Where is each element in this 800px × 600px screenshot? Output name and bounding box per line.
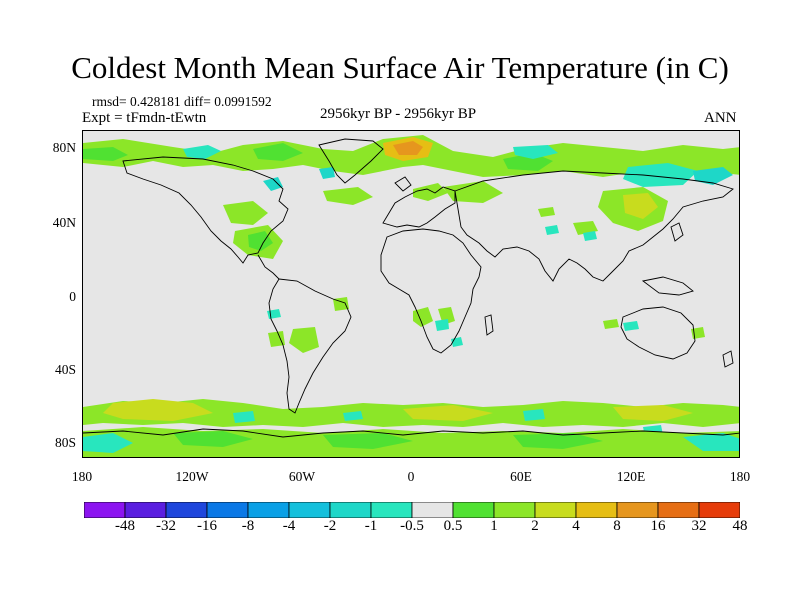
colorbar-swatch xyxy=(206,502,249,518)
world-map xyxy=(83,135,739,457)
colorbar-swatch xyxy=(370,502,413,518)
season-label: ANN xyxy=(704,110,737,126)
colorbar-label: 16 xyxy=(650,518,666,534)
anomaly-shading xyxy=(83,135,739,457)
colorbar-swatch xyxy=(698,502,740,518)
plot-title: Coldest Month Mean Surface Air Temperatu… xyxy=(71,50,729,85)
colorbar-swatch xyxy=(575,502,618,518)
colorbar-swatch xyxy=(124,502,167,518)
period-label: 2956kyr BP - 2956kyr BP xyxy=(320,106,477,122)
lon-label-60e: 60E xyxy=(510,469,532,484)
colorbar-swatch xyxy=(84,502,126,518)
lon-label-0: 0 xyxy=(407,469,415,484)
colorbar-label: -8 xyxy=(241,518,255,534)
lon-label-120w: 120W xyxy=(175,469,209,484)
colorbar-label: 1 xyxy=(490,518,498,534)
colorbar-label: 4 xyxy=(572,518,580,534)
colorbar-swatch xyxy=(616,502,659,518)
lon-label-120e: 120E xyxy=(616,469,646,484)
colorbar-swatch xyxy=(165,502,208,518)
colorbar-swatch xyxy=(493,502,536,518)
colorbar-swatch xyxy=(411,502,454,518)
colorbar-label: -1 xyxy=(364,518,378,534)
colorbar-label: 8 xyxy=(613,518,621,534)
colorbar-label: -2 xyxy=(323,518,337,534)
lat-label-40s: 40S xyxy=(54,362,76,377)
colorbar-label: 0.5 xyxy=(443,518,463,534)
colorbar-label: 48 xyxy=(732,518,748,534)
lat-label-80n: 80N xyxy=(52,140,76,155)
experiment-label: Expt = tFmdn-tEwtn xyxy=(82,110,207,126)
colorbar-label: -16 xyxy=(197,518,217,534)
lat-label-40n: 40N xyxy=(52,215,76,230)
colorbar-label: 32 xyxy=(691,518,707,534)
colorbar-label: -0.5 xyxy=(400,518,424,534)
colorbar-swatch xyxy=(329,502,372,518)
rmsd-diff-stats: rmsd= 0.428181 diff= 0.0991592 xyxy=(92,94,272,109)
colorbar xyxy=(84,502,740,518)
lat-label-0: 0 xyxy=(69,289,76,304)
colorbar-label: 2 xyxy=(531,518,539,534)
map-panel xyxy=(82,130,740,458)
lat-label-80s: 80S xyxy=(54,435,76,450)
colorbar-swatch xyxy=(452,502,495,518)
lon-label-180w: 180 xyxy=(71,469,93,484)
coastlines xyxy=(83,138,739,438)
colorbar-label: -32 xyxy=(156,518,176,534)
colorbar-swatch xyxy=(288,502,331,518)
colorbar-swatch xyxy=(534,502,577,518)
colorbar-label: -48 xyxy=(115,518,135,534)
lon-label-60w: 60W xyxy=(288,469,316,484)
colorbar-label: -4 xyxy=(282,518,296,534)
colorbar-swatch xyxy=(247,502,290,518)
colorbar-swatch xyxy=(657,502,700,518)
lon-label-180e: 180 xyxy=(729,469,751,484)
